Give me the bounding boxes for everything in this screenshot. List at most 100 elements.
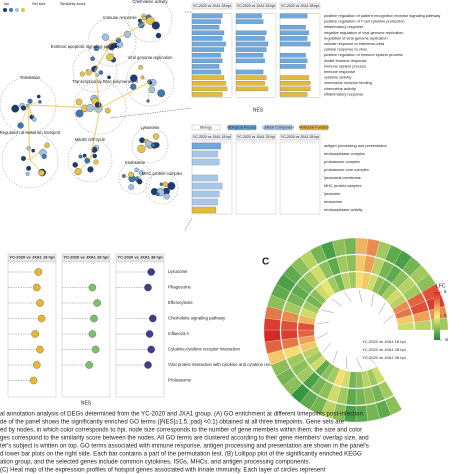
gene-set-node [146,99,150,103]
nes-bar [235,36,265,41]
cluster-outline [67,137,113,183]
nes-bar [235,47,267,52]
panel-header-box [61,253,111,262]
legend-label: Cellular Component [262,125,294,129]
panel-header-box [191,133,233,141]
nes-bar [279,75,309,80]
nes-bar [235,58,265,64]
heatmap-cell [263,329,281,343]
cluster-outline [87,17,137,67]
gene-set-node [36,94,41,99]
nes-bar [191,64,220,69]
panel-frame [235,141,277,215]
go-term: antigen processing and presentation [324,143,387,148]
gene-set-node [85,69,92,76]
kegg-term: Efferocytosis [168,300,193,305]
caption-line: de of the panel shows the significantly … [0,419,345,426]
nes-bar [235,41,269,47]
cluster-outline [0,76,57,134]
legend-tick-label: -5 [444,337,448,342]
caption-line: ation group, and the selected genes incl… [0,459,311,466]
gene-set-node [148,86,156,94]
go-term: lysosome [324,191,340,196]
dendrogram [345,356,348,370]
kegg-term: Viral protein interaction with cytokine … [168,362,281,367]
ring-label: YC-2020 vs JXA1 28 hpi [362,347,406,352]
panel-letter: C [262,257,269,268]
gene-set-node [144,140,152,148]
cluster-label: Translation [20,75,41,80]
nes-bar [191,36,223,41]
legend-label: Molecular Function [299,125,329,129]
panel-header-box [279,2,321,10]
panel-header-box [235,2,277,10]
panel-header: YC-2020 vs JXA1 18 hpi [9,255,54,260]
panel-header-box [191,2,233,10]
legend-label: Biological Process [227,125,257,129]
caption-line: ter's subject is written on top. GO term… [0,443,369,450]
nes-bar [191,75,225,80]
gene-set-node [137,144,146,153]
x-axis-label: NES [253,107,264,113]
nes-bar [279,80,311,86]
kegg-term: Lysosome [168,269,188,274]
legend-node [9,8,13,12]
lollipop-dot [147,345,155,354]
go-term: chemokine receptor binding [324,80,372,85]
go-term: proteasome core complex [324,167,369,172]
dendrogram [371,293,374,307]
cluster-label: Mitotic cell cycle [75,137,106,142]
panel-header: YC-2020 vs JXA1 18 hpi [193,135,231,139]
gene-set-node [84,157,91,164]
dendrogram [333,350,338,364]
go-term: immune response [324,69,355,74]
dendrogram [383,315,394,324]
x-axis-label: NES [81,400,92,406]
nes-bar [235,75,267,80]
go-term: inflammatory response [324,24,363,29]
nes-bar [191,142,221,150]
heatmap-cell [397,322,415,331]
lollipop-dot [37,314,46,323]
dendrogram [366,355,377,365]
gene-set-node [11,104,20,113]
gene-set-node [138,170,144,176]
cluster-outline [118,161,152,195]
lollipop-dot [33,283,41,292]
gene-set-node [107,75,111,80]
gene-set-node [128,184,135,190]
nes-bar [191,150,218,158]
cluster-label: Transcription by RNA polymerase II [72,79,138,84]
gene-set-node [90,56,95,62]
panel-header-box [115,253,165,262]
panel-header: YC-2020 vs JXA1 28 hpi [63,255,108,260]
network-legend-label: Set size [32,2,46,6]
legend-tick-label: 5 [444,289,447,294]
cluster-label: Viral genome replication [128,55,174,60]
ring-label: YC-2020 vs JXA1 38 hpi [362,355,406,360]
cluster-edge [94,69,101,109]
gene-set-node [75,109,84,118]
go-term: positive regulation of pattern recogniti… [324,13,440,18]
go-term: negative regulation of viral genome repl… [324,30,403,35]
gene-set-node [106,53,114,62]
dendrogram [316,321,330,325]
nes-bar [191,47,225,52]
gene-set-node [87,166,94,173]
nes-bar [191,158,220,166]
legend-swatch [227,124,257,131]
nes-bar [279,36,308,41]
gene-set-node [92,153,97,159]
gene-set-node [130,74,138,82]
edge [20,104,29,126]
cluster-label: Endosome [125,160,146,165]
gene-set-node [159,182,164,186]
kegg-term: Influenza A [168,331,189,336]
panel-frame [279,141,321,215]
nes-bar [279,92,308,97]
lollipop-dot [29,376,38,385]
panel-header: YC-2020 vs JXA1 38 hpi [117,255,162,260]
nes-bar [191,80,226,86]
lollipop-dot [93,299,101,307]
nes-bar [191,174,218,182]
